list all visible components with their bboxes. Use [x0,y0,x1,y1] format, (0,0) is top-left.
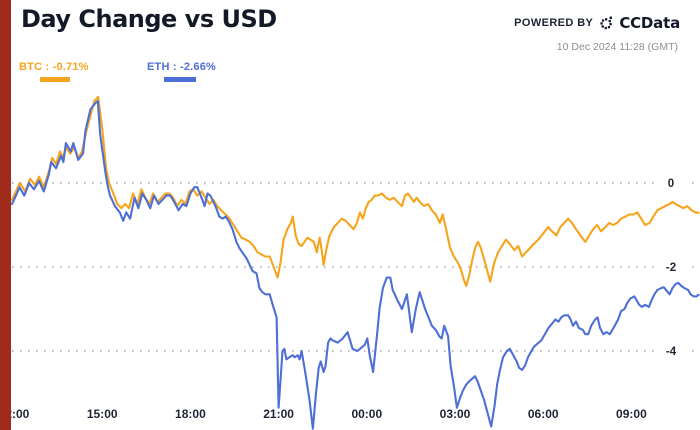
legend-eth-swatch [164,77,196,82]
x-tick-label: 21:00 [263,407,294,421]
legend-eth-label: ETH : -2.66% [147,61,217,73]
y-tick-label: -4 [666,346,677,358]
y-tick-label-bg [656,175,686,190]
y-tick-label-bg [656,343,686,358]
page-title: Day Change vs USD [21,5,277,33]
x-tick-label: 06:00 [528,407,559,421]
brand-name: CCData [619,14,680,32]
legend-btc-swatch [40,77,70,82]
eth-line [10,100,700,430]
timestamp: 10 Dec 2024 11:28 (GMT) [556,41,678,53]
btc-line [10,95,700,287]
x-tick-label: 03:00 [440,407,471,421]
powered-by-label: POWERED BY [514,17,594,29]
x-tick-label: 00:00 [351,407,382,421]
ccdata-logo-icon [599,16,613,30]
x-tick-label: 15:00 [87,407,118,421]
left-accent-bar [0,0,11,430]
y-tick-label: 0 [668,178,674,190]
y-tick-label-bg [656,259,686,274]
x-tick-label: 09:00 [616,407,647,421]
legend-btc-label: BTC : -0.71% [19,61,89,73]
y-tick-label: -2 [666,262,676,274]
powered-by-block: POWERED BY CCData [514,14,680,32]
x-tick-label: 18:00 [175,407,206,421]
